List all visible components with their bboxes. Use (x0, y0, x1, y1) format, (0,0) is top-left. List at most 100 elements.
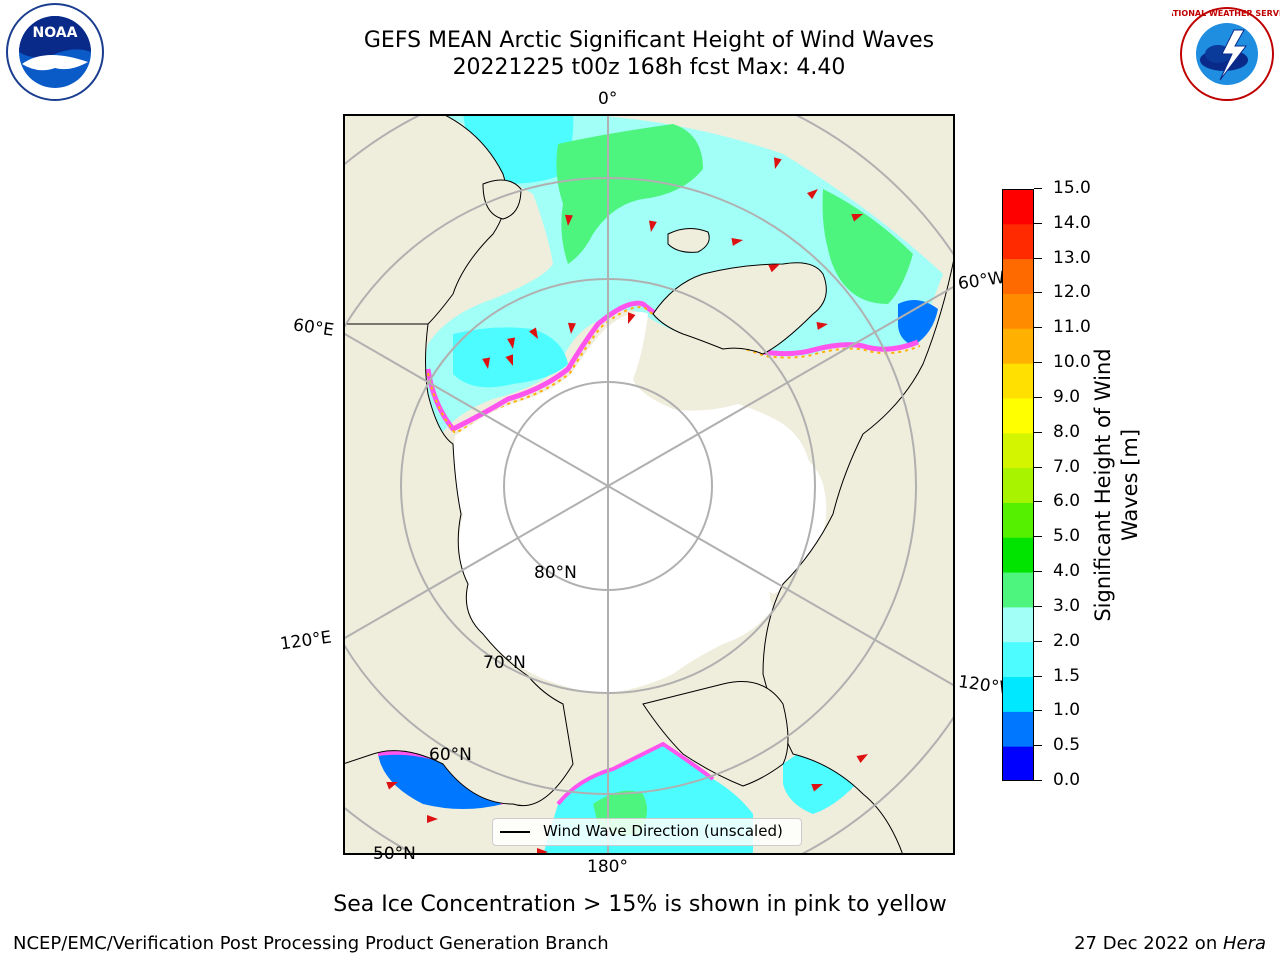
colorbar-tick-mark (1034, 640, 1042, 642)
colorbar-segment (1002, 502, 1034, 538)
lat-label-60: 60°N (429, 745, 472, 765)
colorbar-tick-mark (1034, 745, 1042, 747)
russia-land (343, 323, 574, 807)
colorbar-segment (1002, 746, 1034, 781)
colorbar-tick-label: 0.0 (1053, 770, 1081, 790)
nws-logo-text: NATIONAL WEATHER SERVICE (1172, 9, 1280, 18)
footer-credit: NCEP/EMC/Verification Post Processing Pr… (13, 933, 609, 954)
alaska-land (642, 681, 789, 787)
colorbar-segment (1002, 223, 1034, 260)
colorbar-tick-label: 7.0 (1053, 456, 1081, 477)
colorbar-tick-label: 2.0 (1053, 630, 1081, 651)
meridian-60w (607, 285, 955, 487)
labrador-sea-green (822, 189, 913, 304)
nws-logo: NATIONAL WEATHER SERVICE (1172, 7, 1280, 101)
footer-date: 27 Dec 2022 on Hera (1074, 933, 1266, 955)
lon-label-60w: 60°W (956, 267, 1007, 295)
lat-label-70: 70°N (483, 653, 526, 673)
scandinavia-land (343, 114, 507, 325)
colorbar-segment (1002, 432, 1034, 469)
canada-land (762, 253, 955, 855)
colorbar-tick-label: 3.0 (1053, 595, 1081, 616)
colorbar-segment (1002, 397, 1034, 434)
colorbar-segment (1002, 676, 1034, 712)
colorbar-tick-label: 12.0 (1053, 282, 1091, 303)
colorbar-tick-label: 1.5 (1053, 665, 1081, 686)
arctic-sea-ice (452, 311, 813, 694)
sea-ice-note: Sea Ice Concentration > 15% is shown in … (333, 892, 947, 917)
colorbar-tick-label: 10.0 (1053, 352, 1091, 373)
noaa-logo-text: NOAA (33, 25, 78, 41)
wind-wave-arrows (386, 157, 868, 855)
svalbard-land (667, 228, 710, 253)
canadian-archipelago-ice (726, 440, 827, 594)
labrador-blue (898, 300, 938, 346)
meridian-120e (343, 485, 609, 640)
colorbar-tick-mark (1034, 675, 1042, 677)
lat-label-80: 80°N (534, 563, 577, 583)
lat-label-50: 50°N (373, 844, 416, 864)
noaa-logo: NOAA (6, 3, 104, 101)
colorbar-tick-label: 11.0 (1053, 317, 1091, 338)
colorbar-tick-mark (1034, 431, 1042, 433)
lon-label-120e: 120°E (278, 627, 333, 655)
chart-subtitle-run: 20221225 t00z 168h fcst Max: 4.40 (452, 55, 846, 80)
legend-label: Wind Wave Direction (unscaled) (543, 822, 783, 840)
colorbar-tick-label: 6.0 (1053, 491, 1081, 512)
footer-host: Hera (1222, 933, 1266, 954)
colorbar-tick-mark (1034, 501, 1042, 503)
colorbar-tick-label: 0.5 (1053, 735, 1081, 756)
lon-label-60e: 60°E (291, 315, 336, 341)
colorbar-tick-label: 13.0 (1053, 247, 1091, 268)
bering-ice-edge (556, 741, 715, 806)
colorbar-tick-label: 15.0 (1053, 178, 1091, 198)
legend-line-sample (500, 831, 530, 833)
legend-box (492, 818, 802, 846)
colorbar-tick-mark (1034, 222, 1042, 224)
colorbar-label: Significant Height of Wind Waves [m] (1090, 348, 1144, 621)
colorbar-label-line2: Waves [m] (1118, 428, 1142, 542)
meridian-120w (607, 485, 955, 687)
lon-label-0: 0° (598, 89, 618, 109)
colorbar-label-line1: Significant Height of Wind (1091, 348, 1115, 622)
colorbar-tick-mark (1034, 362, 1042, 364)
colorbar-tick-mark (1034, 571, 1042, 573)
okhotsk-blue (378, 752, 503, 809)
colorbar-tick-label: 14.0 (1053, 212, 1091, 233)
lon-label-180: 180° (587, 857, 628, 877)
colorbar-tick-label: 8.0 (1053, 421, 1081, 442)
colorbar-tick-mark (1034, 605, 1042, 607)
colorbar-segment (1002, 537, 1034, 573)
colorbar-tick-mark (1034, 396, 1042, 398)
colorbar-tick-label: 5.0 (1053, 526, 1081, 547)
footer-date-text: 27 Dec 2022 on (1074, 933, 1223, 954)
colorbar-tick-mark (1034, 710, 1042, 712)
polar-map (343, 114, 955, 855)
colorbar-tick-mark (1034, 466, 1042, 468)
colorbar-border (1002, 189, 1034, 781)
map-border (343, 114, 955, 855)
colorbar-tick-label: 9.0 (1053, 386, 1081, 407)
chart-title: GEFS MEAN Arctic Significant Height of W… (363, 28, 935, 53)
iceland-land (482, 179, 522, 220)
greenland-land (652, 262, 827, 355)
colorbar-segment (1002, 363, 1034, 399)
colorbar-tick-mark (1034, 257, 1042, 259)
colorbar-tick-mark (1034, 536, 1042, 538)
greenland-sea-green (556, 124, 703, 264)
colorbar-segment (1002, 258, 1034, 294)
colorbar-tick-label: 4.0 (1053, 561, 1081, 582)
colorbar-segment (1002, 328, 1034, 364)
colorbar-segment (1002, 572, 1034, 608)
meridian-60e (343, 332, 609, 487)
colorbar-segment (1002, 293, 1034, 329)
colorbar-tick-label: 1.0 (1053, 700, 1081, 721)
colorbar-segment (1002, 467, 1034, 503)
colorbar-segment (1002, 606, 1034, 643)
colorbar-segment (1002, 189, 1034, 225)
colorbar-tick-mark (1034, 327, 1042, 329)
ice-edge-atlantic (425, 300, 919, 432)
colorbar-tick-mark (1034, 780, 1042, 781)
colorbar-segment (1002, 711, 1034, 747)
colorbar (1002, 189, 1034, 781)
